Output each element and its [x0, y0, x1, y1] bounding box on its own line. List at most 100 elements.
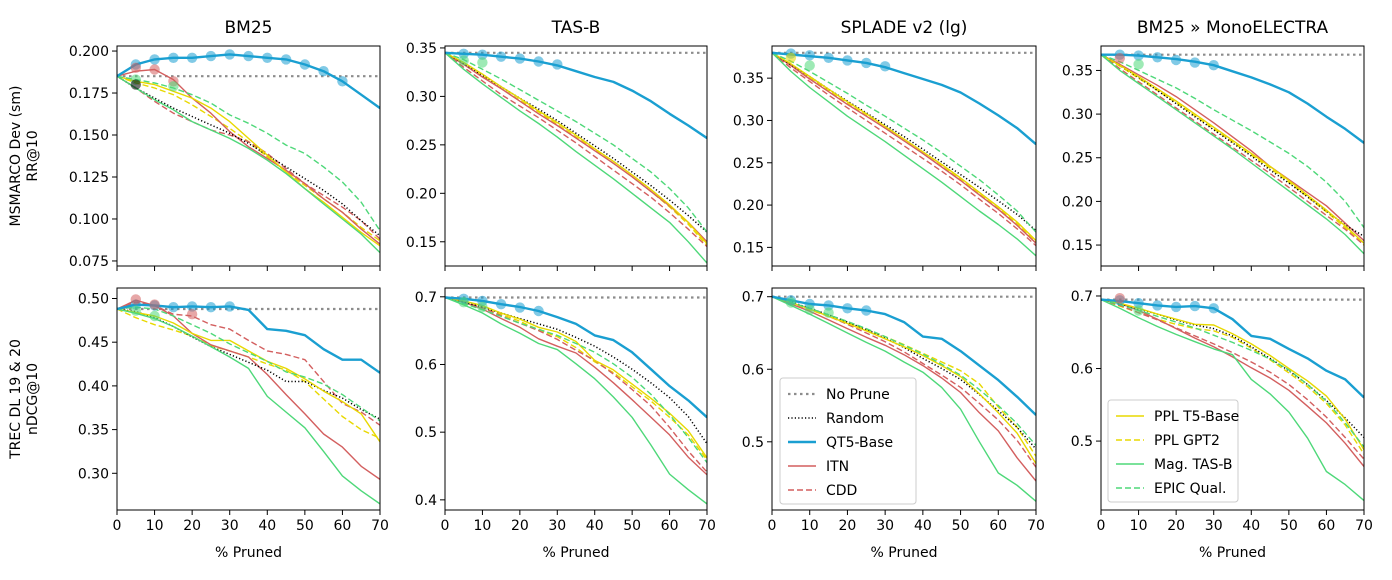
panel-1-4-series	[1101, 49, 1364, 255]
marker-qt5-base	[1133, 50, 1144, 61]
series-line-epic-qual	[772, 52, 1036, 233]
marker-itn	[1114, 53, 1126, 64]
legend-box	[1107, 399, 1239, 503]
marker-qt5-base	[318, 66, 329, 77]
marker-qt5-base	[186, 301, 198, 312]
marker-mag-tas-b	[168, 81, 179, 92]
y-tick-label: 0.50	[78, 291, 109, 307]
panel-2-4-frame	[1100, 287, 1365, 511]
panel-1-2: 0.15 0.20 0.25 0.30 0.35 TAS-B	[406, 18, 708, 271]
y-tick-label: 0.200	[69, 44, 109, 60]
x-tick-label: 60	[334, 518, 352, 534]
series-line-qt5-base	[1101, 298, 1364, 399]
panel-1-1: 0.075 0.100 0.125 0.150 0.175 0.200 BM25	[69, 18, 381, 271]
series-line-epic-qual	[1101, 298, 1364, 448]
marker-qt5-base	[168, 52, 179, 63]
x-tick-label: 0	[441, 518, 450, 534]
panel-2-3-frame	[771, 287, 1037, 511]
marker-qt5-base	[477, 49, 488, 60]
y-tick-label: 0.5	[415, 425, 437, 441]
y-tick-label: 0.35	[78, 423, 109, 439]
marker-qt5-base	[205, 50, 217, 62]
marker-itn	[149, 299, 160, 310]
x-tick-label: 0	[113, 518, 122, 534]
marker-qt5-base	[514, 53, 526, 64]
y-tick-label: 0.40	[78, 379, 109, 395]
x-tick-label: 60	[661, 518, 679, 534]
marker-mag-tas-b	[785, 297, 797, 308]
marker-itn	[1114, 293, 1126, 304]
series-line-cdd	[445, 52, 707, 248]
series-line-qt5-base	[1101, 53, 1364, 144]
x-axis-label: % Pruned	[215, 545, 282, 561]
series-line-cdd	[445, 296, 707, 473]
y-tick-label: 0.30	[733, 113, 764, 129]
y-axis-label: RR@10	[25, 130, 41, 181]
y-axis-label: nDCG@10	[25, 363, 41, 435]
x-tick-label: 40	[258, 518, 276, 534]
marker-qt5-base	[514, 302, 526, 313]
marker-qt5-base	[1189, 300, 1201, 312]
series-line-ppl-gpt2	[1101, 54, 1364, 246]
x-tick-label: 0	[1097, 518, 1106, 534]
marker-qt5-base	[861, 57, 872, 69]
x-tick-label: 30	[876, 518, 894, 534]
series-line-itn	[1101, 298, 1364, 467]
series-line-epic-qual	[445, 52, 707, 233]
marker-qt5-base	[1208, 303, 1219, 314]
marker-qt5-base	[495, 299, 507, 310]
marker-mag-tas-b	[458, 55, 469, 66]
y-tick-label: 0.30	[1062, 107, 1093, 123]
marker-qt5-base	[552, 59, 563, 70]
x-tick-label: 70	[1355, 518, 1373, 534]
marker-qt5-base	[224, 49, 235, 60]
marker-itn	[130, 294, 141, 305]
series-line-ppl-t5-base	[772, 52, 1036, 242]
y-tick-label: 0.150	[69, 128, 109, 144]
legend-label-random: Random	[826, 411, 884, 427]
marker-qt5-base	[495, 51, 507, 62]
panel-2-1: 0 10 20 30 40 50 60 70 0.30 0.35 0.40 0.45 0.50 % Pru…	[78, 287, 389, 561]
marker-mag-tas-b	[823, 307, 834, 318]
marker-qt5-base	[337, 76, 348, 87]
series-line-itn	[117, 299, 380, 480]
panel-1-4-frame	[1100, 45, 1365, 267]
series-line-random	[117, 75, 380, 237]
series-line-ppl-gpt2	[445, 296, 707, 461]
panel-1-2-frame	[444, 45, 708, 267]
x-tick-label: 10	[801, 518, 819, 534]
series-line-cdd	[772, 52, 1036, 247]
x-tick-label: 40	[1242, 518, 1260, 534]
marker-qt5-base	[205, 302, 217, 313]
legend-label-mag-tas-b: Mag. TAS-B	[1154, 457, 1233, 473]
x-tick-label: 50	[623, 518, 641, 534]
marker-itn	[186, 309, 198, 320]
y-tick-label: 0.35	[406, 41, 437, 57]
marker-qt5-base	[243, 50, 254, 62]
marker-qt5-base	[186, 52, 198, 63]
marker-qt5-base	[168, 302, 179, 313]
series-line-qt5-base	[445, 296, 707, 419]
marker-itn	[130, 62, 141, 73]
x-tick-label: 10	[1130, 518, 1148, 534]
x-tick-label: 10	[146, 518, 164, 534]
y-axis-label: TREC DL 19 & 20	[8, 339, 24, 460]
panel-title: BM25 » MonoELECTRA	[1137, 18, 1329, 38]
y-tick-label: 0.20	[406, 186, 437, 202]
series-line-mag-tas-b	[1101, 54, 1364, 255]
y-tick-label: 0.7	[1071, 289, 1093, 305]
x-tick-label: 20	[839, 518, 857, 534]
series-line-itn	[772, 52, 1036, 244]
marker-mag-tas-b	[458, 297, 469, 308]
marker-qt5-base	[149, 54, 160, 65]
marker-qt5-base	[1152, 52, 1163, 63]
panel-1-3-series	[772, 48, 1036, 257]
series-line-epic-qual	[772, 296, 1036, 446]
x-tick-label: 50	[296, 518, 314, 534]
y-tick-label: 0.15	[733, 240, 764, 256]
x-axis-label: % Pruned	[871, 545, 938, 561]
series-line-cdd	[1101, 298, 1364, 460]
legend-label-qt5-base: QT5-Base	[826, 435, 893, 451]
x-tick-label: 30	[548, 518, 566, 534]
panel-2-1-series	[117, 294, 380, 505]
